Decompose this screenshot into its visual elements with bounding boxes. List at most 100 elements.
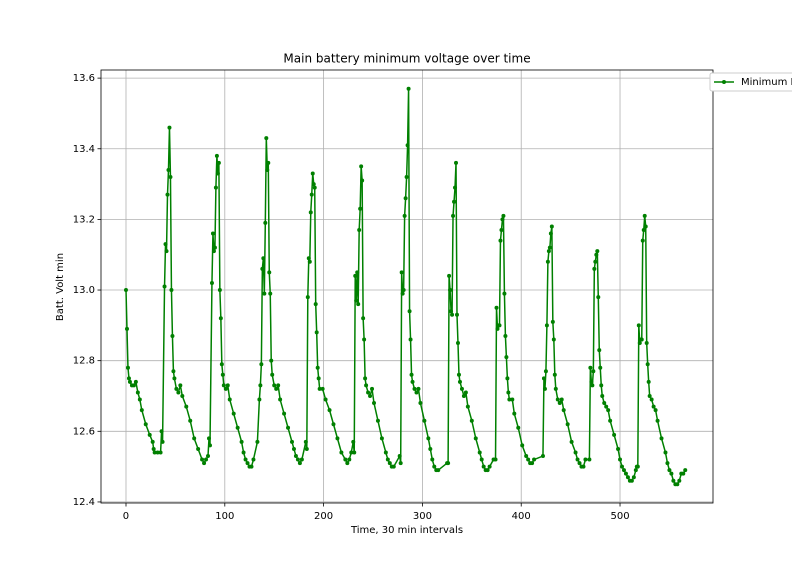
point bbox=[669, 471, 674, 476]
point bbox=[451, 213, 456, 218]
point bbox=[432, 464, 437, 469]
point bbox=[448, 288, 453, 293]
point bbox=[623, 471, 628, 476]
point bbox=[459, 386, 464, 391]
point bbox=[327, 408, 332, 413]
point bbox=[174, 386, 179, 391]
point bbox=[454, 312, 459, 317]
point bbox=[263, 220, 268, 225]
point bbox=[143, 422, 148, 427]
point bbox=[172, 376, 177, 381]
point bbox=[262, 291, 267, 296]
point bbox=[643, 224, 648, 229]
point bbox=[167, 125, 172, 130]
point bbox=[278, 397, 283, 402]
point bbox=[351, 439, 356, 444]
point bbox=[126, 376, 131, 381]
point bbox=[683, 468, 688, 473]
point bbox=[621, 468, 626, 473]
point bbox=[410, 379, 415, 384]
point bbox=[164, 249, 169, 254]
point bbox=[588, 365, 593, 370]
x-tick-label: 300 bbox=[413, 511, 432, 522]
point bbox=[497, 323, 502, 328]
point bbox=[589, 379, 594, 384]
point bbox=[257, 397, 262, 402]
x-tick-label: 100 bbox=[215, 511, 234, 522]
point bbox=[403, 196, 408, 201]
point bbox=[618, 457, 623, 462]
point bbox=[196, 446, 201, 451]
point bbox=[663, 450, 668, 455]
point bbox=[422, 418, 427, 423]
point bbox=[629, 478, 634, 483]
point bbox=[139, 408, 144, 413]
y-tick-label: 12.8 bbox=[73, 356, 95, 367]
point bbox=[249, 464, 254, 469]
point bbox=[231, 411, 236, 416]
point bbox=[137, 397, 142, 402]
point bbox=[235, 425, 240, 430]
point bbox=[162, 284, 167, 289]
point bbox=[150, 439, 155, 444]
point bbox=[590, 383, 595, 388]
point bbox=[270, 372, 275, 377]
point bbox=[598, 365, 603, 370]
point bbox=[243, 457, 248, 462]
point bbox=[530, 461, 535, 466]
point bbox=[297, 461, 302, 466]
point bbox=[216, 160, 221, 165]
point bbox=[266, 160, 271, 165]
point bbox=[587, 457, 592, 462]
point bbox=[202, 461, 207, 466]
point bbox=[364, 383, 369, 388]
point bbox=[361, 316, 366, 321]
point bbox=[397, 454, 402, 459]
point bbox=[408, 337, 413, 342]
point bbox=[155, 450, 160, 455]
point bbox=[401, 288, 406, 293]
point bbox=[217, 288, 222, 293]
point bbox=[641, 227, 646, 232]
point bbox=[261, 256, 266, 261]
point bbox=[500, 217, 505, 222]
point bbox=[264, 136, 269, 141]
y-axis-label: Batt. Volt min bbox=[55, 253, 66, 321]
point bbox=[293, 454, 298, 459]
x-tick-label: 200 bbox=[314, 511, 333, 522]
point bbox=[593, 259, 598, 264]
point bbox=[506, 390, 511, 395]
point bbox=[210, 231, 215, 236]
point bbox=[265, 167, 270, 172]
point bbox=[606, 408, 611, 413]
point bbox=[469, 418, 474, 423]
point bbox=[545, 259, 550, 264]
point bbox=[414, 390, 419, 395]
point bbox=[133, 379, 138, 384]
point bbox=[430, 457, 435, 462]
point bbox=[308, 210, 313, 215]
point bbox=[125, 365, 130, 370]
point bbox=[549, 224, 554, 229]
point bbox=[596, 295, 601, 300]
point bbox=[544, 323, 549, 328]
point bbox=[163, 242, 168, 247]
point bbox=[494, 305, 499, 310]
point bbox=[597, 348, 602, 353]
point bbox=[436, 468, 441, 473]
point bbox=[557, 401, 562, 406]
point bbox=[267, 270, 272, 275]
point bbox=[176, 390, 181, 395]
point bbox=[479, 457, 484, 462]
point bbox=[200, 457, 205, 462]
point bbox=[360, 178, 365, 183]
point bbox=[481, 464, 486, 469]
point bbox=[575, 457, 580, 462]
point bbox=[516, 425, 521, 430]
point bbox=[335, 436, 340, 441]
point bbox=[160, 439, 165, 444]
y-tick-label: 12.6 bbox=[73, 426, 95, 437]
point bbox=[241, 450, 246, 455]
point bbox=[399, 270, 404, 275]
